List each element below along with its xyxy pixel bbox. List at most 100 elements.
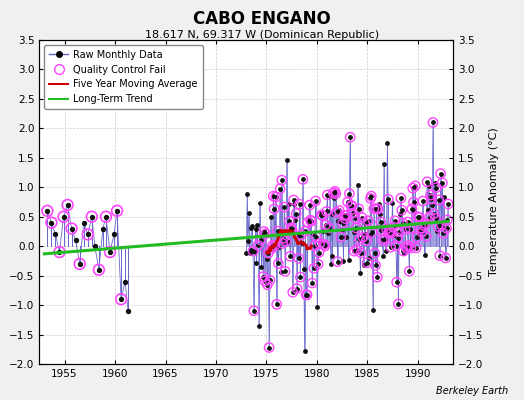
Point (282, 238, 290, 244)
Point (288, 226, 296, 233)
Point (309, 230, 317, 237)
Point (354, 206, 363, 212)
Point (276, 186, 284, 192)
Point (443, 217, 452, 223)
Point (256, 237, 265, 243)
Point (401, 226, 409, 232)
Point (277, 269, 285, 276)
Legend: Raw Monthly Data, Quality Control Fail, Five Year Moving Average, Long-Term Tren: Raw Monthly Data, Quality Control Fail, … (44, 45, 203, 109)
Point (340, 212, 348, 218)
Point (261, 231, 270, 237)
Point (250, 308, 258, 314)
Point (418, 229, 426, 236)
Point (254, 242, 263, 249)
Point (358, 214, 366, 221)
Point (364, 218, 372, 224)
Point (424, 183, 433, 189)
Text: 18.617 N, 69.317 W (Dominican Republic): 18.617 N, 69.317 W (Dominican Republic) (145, 30, 379, 40)
Point (274, 228, 282, 234)
Point (394, 301, 402, 307)
Point (99, 225, 107, 232)
Point (269, 193, 278, 199)
Point (367, 193, 376, 199)
Point (442, 255, 450, 261)
Point (279, 235, 288, 241)
Point (326, 193, 334, 200)
Point (47, 220, 56, 226)
Point (318, 212, 326, 218)
Point (436, 170, 445, 177)
Point (95, 266, 103, 273)
Point (334, 218, 343, 224)
Point (367, 193, 376, 199)
Point (365, 255, 373, 261)
Point (348, 210, 357, 216)
Point (380, 236, 389, 242)
Point (434, 223, 442, 230)
Point (436, 170, 445, 177)
Point (408, 206, 416, 212)
Point (269, 193, 278, 199)
Point (413, 234, 421, 240)
Point (260, 278, 269, 284)
Point (414, 229, 423, 235)
Point (342, 234, 350, 240)
Point (358, 214, 366, 221)
Point (339, 220, 347, 226)
Point (315, 240, 324, 246)
Point (389, 224, 398, 230)
Point (322, 208, 331, 215)
Point (390, 232, 398, 238)
Point (391, 218, 399, 224)
Point (388, 200, 397, 206)
Point (376, 219, 385, 225)
Point (289, 197, 298, 203)
Point (305, 202, 314, 208)
Point (409, 185, 417, 191)
Point (346, 134, 354, 140)
Point (249, 248, 257, 254)
Point (427, 192, 435, 198)
Point (95, 266, 103, 273)
Point (416, 214, 424, 221)
Point (350, 248, 358, 254)
Point (88, 214, 96, 220)
Point (384, 196, 392, 202)
Point (296, 274, 304, 280)
Point (369, 206, 378, 212)
Point (274, 260, 282, 267)
Point (385, 229, 393, 236)
Point (312, 234, 321, 240)
Point (106, 249, 114, 255)
Point (364, 218, 372, 224)
Point (409, 199, 418, 205)
Point (428, 201, 436, 208)
Point (351, 215, 359, 221)
Point (351, 215, 359, 221)
Point (439, 230, 447, 236)
Point (378, 237, 387, 243)
Point (374, 206, 383, 212)
Point (271, 194, 280, 200)
Point (425, 214, 434, 220)
Point (398, 220, 407, 226)
Point (113, 208, 121, 214)
Point (311, 242, 319, 249)
Point (430, 210, 438, 217)
Point (307, 217, 315, 223)
Point (372, 262, 380, 268)
Point (441, 225, 449, 232)
Point (435, 197, 443, 203)
Point (416, 228, 424, 234)
Point (325, 225, 333, 231)
Point (427, 196, 435, 202)
Point (304, 215, 313, 222)
Point (398, 207, 406, 213)
Point (266, 277, 274, 284)
Point (347, 202, 355, 209)
Point (372, 206, 380, 212)
Point (411, 183, 419, 189)
Point (405, 242, 413, 249)
Point (425, 214, 434, 220)
Point (313, 304, 321, 310)
